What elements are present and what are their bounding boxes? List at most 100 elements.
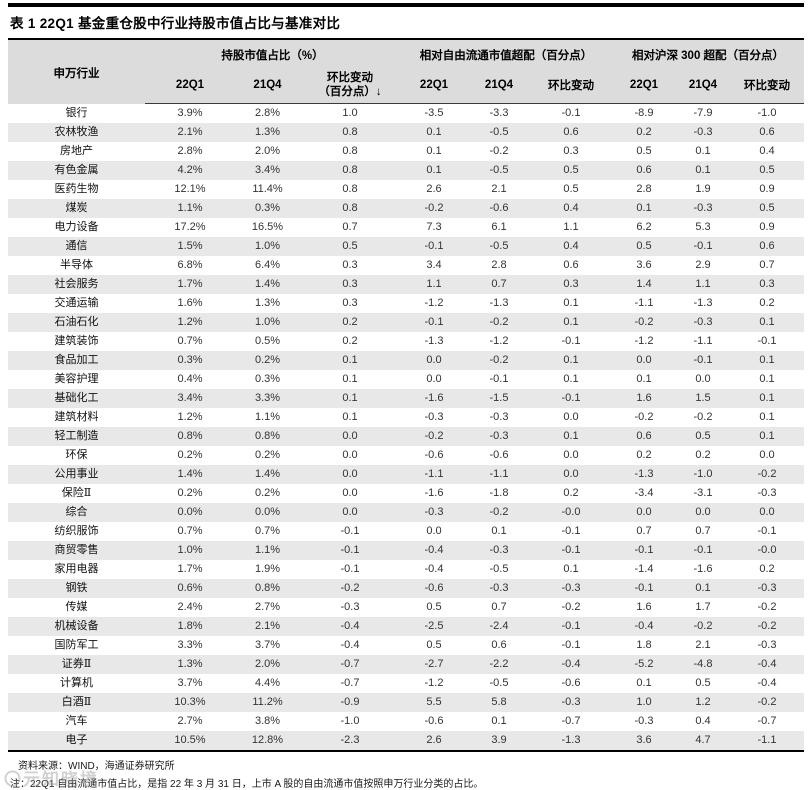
value-cell: -1.2 (424, 677, 444, 689)
col-header-industry: 申万行业 (8, 40, 145, 104)
value-cell: 0.6 (612, 427, 676, 446)
value-cell: -0.2 (634, 411, 654, 423)
value-cell: 0.2 (759, 297, 775, 309)
value-cell: -2.5 (400, 617, 468, 636)
value-cell: 3.6 (636, 259, 652, 271)
value-cell: 0.1 (676, 579, 730, 598)
value-cell: 0.1 (530, 313, 612, 332)
group-header-vs-csi300: 相对沪深 300 超配（百分点） (612, 40, 805, 67)
value-cell: 0.2 (759, 563, 775, 575)
value-cell: 0.0 (612, 503, 676, 522)
col-header-21q4-csi300: 21Q4 (676, 67, 730, 104)
value-cell: 0.7% (177, 335, 203, 347)
value-cell: 3.3% (235, 389, 300, 408)
value-cell: 0.4 (530, 199, 612, 218)
table-row: 机械设备 1.8% 2.1% -0.4 -2.5 -2.4 -0.1 -0.4 -0.2 -0.2 (8, 617, 805, 636)
value-cell: 0.0 (563, 449, 579, 461)
value-cell: 2.1 (695, 639, 711, 651)
value-cell: 0.1 (491, 525, 507, 537)
value-cell: 3.7% (254, 639, 281, 651)
table-header: 申万行业 持股市值占比（%） 相对自由流通市值超配（百分点） 相对沪深 300 … (8, 40, 805, 104)
value-cell: 2.4% (177, 601, 203, 613)
value-cell: -0.9 (300, 693, 400, 712)
value-cell: 3.7% (177, 677, 203, 689)
value-cell: -0.3 (468, 541, 530, 560)
value-cell: 0.2% (254, 487, 281, 499)
value-cell: 1.1% (235, 541, 300, 560)
value-cell: -0.3 (676, 199, 730, 218)
value-cell: -0.1 (676, 237, 730, 256)
value-cell: 0.0% (235, 503, 300, 522)
value-cell: -0.3 (676, 123, 730, 142)
value-cell: 0.1 (563, 563, 579, 575)
value-cell: 5.3 (695, 221, 711, 233)
value-cell: 6.8% (177, 259, 203, 271)
value-cell: 3.9 (468, 731, 530, 751)
value-cell: 0.3% (145, 351, 235, 370)
value-cell: 0.8 (300, 161, 400, 180)
value-cell: 1.3% (254, 297, 281, 309)
value-cell: 0.1 (730, 389, 805, 408)
value-cell: -0.1 (340, 563, 360, 575)
value-cell: 0.1 (400, 161, 468, 180)
value-cell: 11.4% (252, 183, 283, 195)
value-cell: -1.0 (340, 715, 360, 727)
value-cell: -0.4 (530, 655, 612, 674)
value-cell: -1.6 (693, 563, 713, 575)
industry-name: 通信 (8, 237, 145, 256)
value-cell: 2.8% (177, 145, 203, 157)
report-table-page: 表 1 22Q1 基金重仓股中行业持股市值占比与基准对比 申万行业 持股市值占比… (0, 3, 812, 790)
value-cell: 0.5 (612, 237, 676, 256)
value-cell: -2.4 (468, 617, 530, 636)
value-cell: 0.6 (612, 161, 676, 180)
value-cell: 0.8% (235, 579, 300, 598)
industry-name: 保险Ⅱ (61, 487, 92, 499)
value-cell: 0.9 (759, 183, 775, 195)
value-cell: -0.4 (400, 541, 468, 560)
value-cell: -0.3 (468, 427, 530, 446)
value-cell: 0.7 (491, 601, 507, 613)
value-cell: 0.0 (342, 487, 358, 499)
value-cell: -3.4 (634, 487, 654, 499)
value-cell: 0.4 (530, 237, 612, 256)
value-cell: -0.1 (489, 373, 509, 385)
value-cell: 5.8 (468, 693, 530, 712)
value-cell: 2.6 (400, 731, 468, 751)
value-cell: 2.1% (235, 617, 300, 636)
value-cell: -0.1 (561, 639, 581, 651)
value-cell: -0.2 (693, 411, 713, 423)
value-cell: 0.3 (300, 275, 400, 294)
value-cell: 0.0 (676, 503, 730, 522)
industry-name: 房地产 (60, 145, 93, 157)
value-cell: 2.0% (254, 145, 281, 157)
value-cell: -1.1 (693, 335, 713, 347)
industry-name: 机械设备 (8, 617, 145, 636)
table-row: 交通运输 1.6% 1.3% 0.3 -1.2 -1.3 0.1 -1.1 -1.3 0.2 (8, 294, 804, 313)
value-cell: -0.3 (634, 715, 654, 727)
value-cell: -0.1 (757, 335, 777, 347)
value-cell: 0.7 (759, 259, 775, 271)
value-cell: 2.9 (695, 259, 711, 271)
col-header-21q4-holding: 21Q4 (235, 67, 300, 104)
table-row: 家用电器 1.7% 1.9% -0.1 -0.4 -0.5 0.1 -1.4 -1.6 0.2 (8, 560, 804, 579)
value-cell: 0.7% (177, 525, 203, 537)
value-cell: -1.3 (530, 731, 612, 751)
top-rule (8, 3, 804, 7)
value-cell: 3.4% (235, 161, 300, 180)
value-cell: -5.2 (612, 655, 676, 674)
table-row: 白酒Ⅱ 10.3% 11.2% -0.9 5.5 5.8 -0.3 1.0 1.2 -0.2 (8, 693, 805, 712)
value-cell: 3.3% (177, 639, 203, 651)
col-header-22q1-csi300: 22Q1 (612, 67, 676, 104)
value-cell: -0.3 (530, 579, 612, 598)
value-cell: -3.3 (489, 107, 509, 119)
value-cell: -0.1 (400, 237, 468, 256)
value-cell: -0.7 (300, 655, 400, 674)
value-cell: 2.7% (177, 715, 203, 727)
value-cell: 0.2 (300, 313, 400, 332)
value-cell: -1.2 (424, 297, 444, 309)
value-cell: 3.9% (177, 107, 203, 119)
industry-name: 汽车 (65, 715, 88, 727)
value-cell: 0.2% (235, 351, 300, 370)
value-cell: 0.3 (342, 259, 358, 271)
value-cell: -1.1 (730, 731, 805, 751)
